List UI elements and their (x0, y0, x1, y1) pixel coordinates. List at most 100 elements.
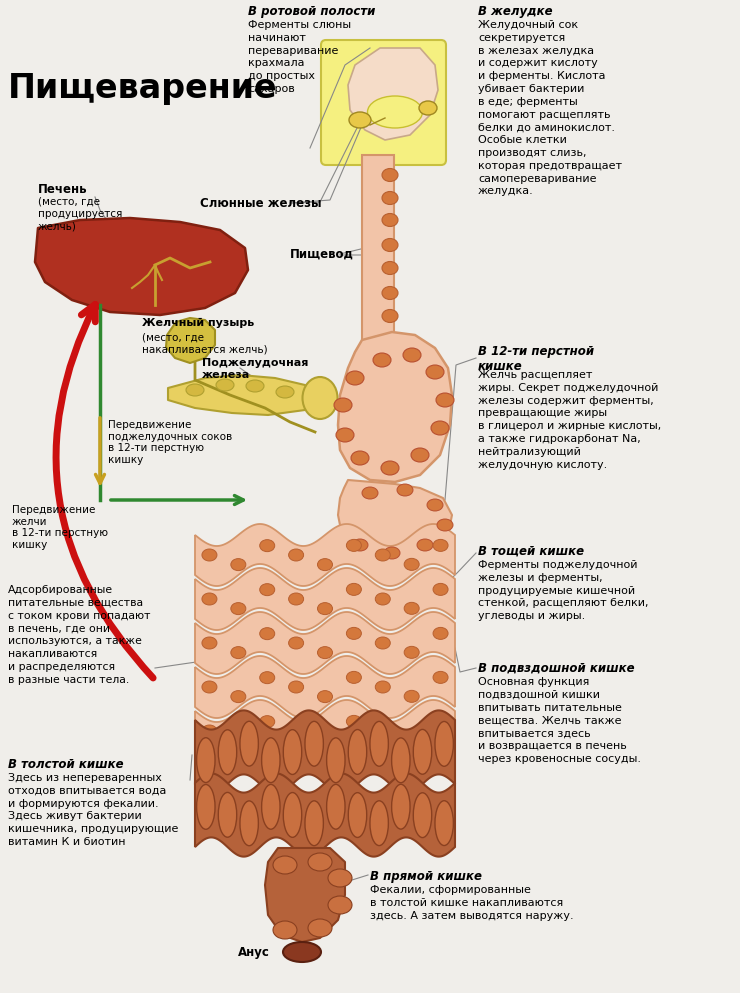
Text: Желчный пузырь: Желчный пузырь (142, 318, 255, 328)
Ellipse shape (202, 549, 217, 561)
Text: (место, где
накапливается желчь): (место, где накапливается желчь) (142, 332, 268, 355)
Polygon shape (195, 524, 455, 586)
Ellipse shape (317, 603, 332, 615)
Polygon shape (195, 774, 455, 857)
Ellipse shape (391, 738, 410, 782)
Ellipse shape (276, 386, 294, 398)
Ellipse shape (202, 725, 217, 737)
Ellipse shape (352, 539, 368, 551)
Ellipse shape (426, 365, 444, 379)
Ellipse shape (334, 398, 352, 412)
Ellipse shape (382, 213, 398, 226)
Polygon shape (168, 375, 315, 415)
Ellipse shape (437, 519, 453, 531)
Polygon shape (166, 318, 215, 363)
Text: В толстой кишке: В толстой кишке (8, 758, 124, 771)
Text: Поджелудочная
железа: Поджелудочная железа (202, 358, 309, 379)
Text: В желудке: В желудке (478, 5, 553, 18)
Ellipse shape (289, 725, 303, 737)
Ellipse shape (317, 735, 332, 747)
Text: Передвижение
поджелудочных соков
в 12-ти перстную
кишку: Передвижение поджелудочных соков в 12-ти… (108, 420, 232, 465)
Ellipse shape (346, 715, 361, 728)
Ellipse shape (202, 681, 217, 693)
Polygon shape (195, 656, 455, 718)
Ellipse shape (414, 792, 431, 837)
Ellipse shape (382, 287, 398, 300)
Ellipse shape (260, 539, 275, 552)
Text: Ферменты поджелудочной
железы и ферменты,
продуцируемые кишечной
стенкой, расщеп: Ферменты поджелудочной железы и ферменты… (478, 560, 648, 622)
Ellipse shape (404, 690, 419, 702)
Polygon shape (195, 612, 455, 674)
Ellipse shape (231, 690, 246, 703)
Ellipse shape (435, 722, 454, 767)
Text: В прямой кишке: В прямой кишке (370, 870, 482, 883)
Text: Слюнные железы: Слюнные железы (200, 197, 322, 210)
Ellipse shape (362, 487, 378, 499)
Ellipse shape (308, 919, 332, 937)
Text: Адсорбированные
питательные вещества
с током крови попадают
в печень, где они
ис: Адсорбированные питательные вещества с т… (8, 585, 150, 684)
Ellipse shape (382, 192, 398, 205)
Ellipse shape (260, 628, 275, 639)
Ellipse shape (328, 869, 352, 887)
Ellipse shape (346, 371, 364, 385)
Ellipse shape (436, 393, 454, 407)
Polygon shape (195, 710, 455, 793)
Ellipse shape (411, 448, 429, 462)
Ellipse shape (404, 603, 419, 615)
Ellipse shape (433, 584, 448, 596)
Ellipse shape (317, 559, 332, 571)
Ellipse shape (373, 353, 391, 367)
Ellipse shape (403, 348, 421, 362)
Ellipse shape (431, 421, 449, 435)
Ellipse shape (231, 646, 246, 658)
Ellipse shape (382, 261, 398, 274)
Ellipse shape (197, 784, 215, 829)
Ellipse shape (202, 593, 217, 605)
Text: Анус: Анус (238, 946, 270, 959)
Text: В 12-ти перстной
кишке: В 12-ти перстной кишке (478, 345, 594, 373)
Text: Фекалии, сформированные
в толстой кишке накапливаются
здесь. А затем выводятся н: Фекалии, сформированные в толстой кишке … (370, 885, 574, 921)
Ellipse shape (419, 101, 437, 115)
Ellipse shape (283, 730, 302, 775)
Ellipse shape (382, 238, 398, 251)
Ellipse shape (305, 721, 323, 767)
Ellipse shape (370, 800, 388, 846)
Ellipse shape (260, 584, 275, 596)
Ellipse shape (283, 792, 302, 837)
Ellipse shape (336, 428, 354, 442)
Ellipse shape (433, 715, 448, 728)
Ellipse shape (218, 792, 237, 837)
Ellipse shape (216, 379, 234, 391)
Ellipse shape (346, 671, 361, 683)
Ellipse shape (262, 738, 280, 782)
Ellipse shape (433, 671, 448, 683)
Ellipse shape (240, 721, 258, 766)
Ellipse shape (262, 784, 280, 829)
Text: В ротовой полости: В ротовой полости (248, 5, 375, 18)
Ellipse shape (384, 547, 400, 559)
Ellipse shape (218, 730, 237, 775)
Text: Пищевод: Пищевод (290, 248, 354, 261)
Ellipse shape (260, 716, 275, 728)
Polygon shape (35, 218, 248, 315)
Ellipse shape (433, 539, 448, 551)
Ellipse shape (381, 461, 399, 475)
Ellipse shape (317, 646, 332, 658)
Ellipse shape (375, 593, 390, 605)
Ellipse shape (289, 681, 303, 693)
Ellipse shape (186, 384, 204, 396)
Ellipse shape (427, 499, 443, 511)
Ellipse shape (435, 800, 454, 845)
Ellipse shape (273, 921, 297, 939)
Ellipse shape (349, 792, 367, 837)
Ellipse shape (351, 451, 369, 465)
Text: Желчь расщепляет
жиры. Секрет поджелудочной
железы содержит ферменты,
превращающ: Желчь расщепляет жиры. Секрет поджелудоч… (478, 370, 662, 470)
FancyBboxPatch shape (321, 40, 446, 165)
Polygon shape (195, 568, 455, 630)
Text: Желудочный сок
секретируется
в железах желудка
и содержит кислоту
и ферменты. Ки: Желудочный сок секретируется в железах ж… (478, 20, 622, 197)
Ellipse shape (375, 725, 390, 737)
Ellipse shape (391, 784, 410, 829)
FancyArrowPatch shape (56, 305, 153, 678)
Ellipse shape (375, 681, 390, 693)
Ellipse shape (283, 942, 321, 962)
